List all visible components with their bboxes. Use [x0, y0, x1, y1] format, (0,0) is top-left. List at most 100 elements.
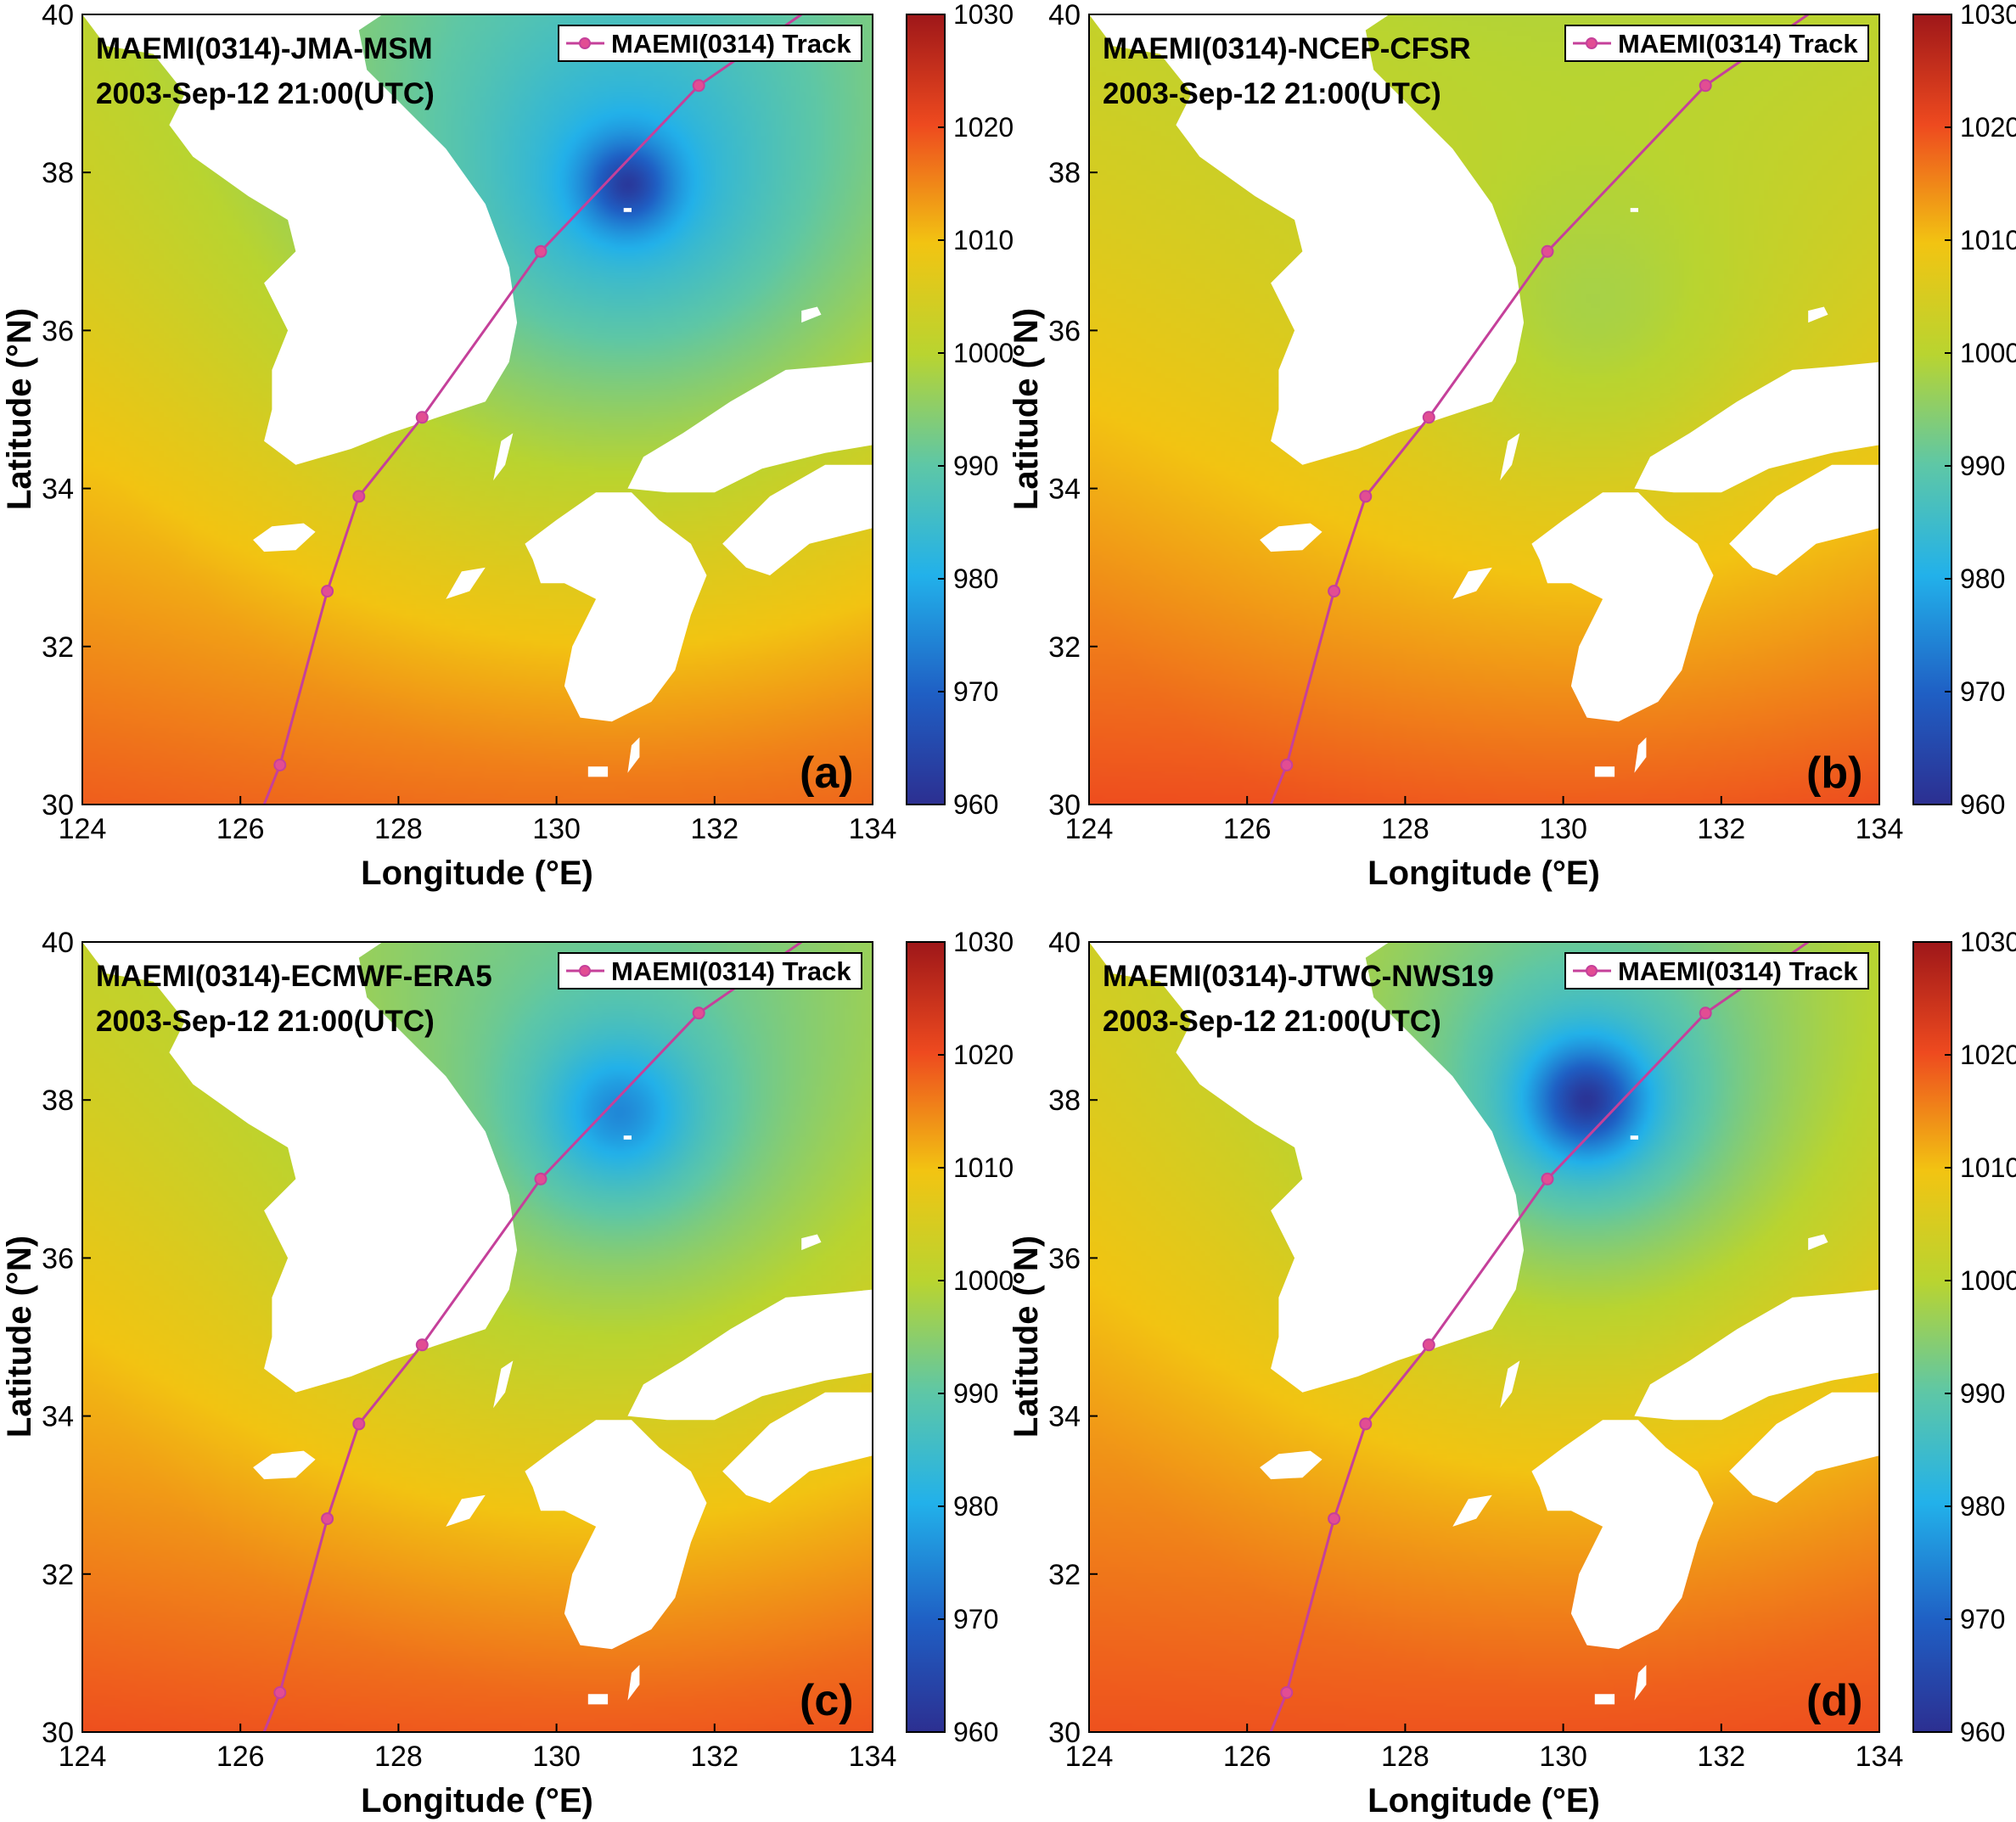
y-tick-label: 36: [1048, 1242, 1081, 1275]
honshu-land: [627, 1289, 873, 1421]
legend-b: MAEMI(0314) Track: [1564, 25, 1869, 62]
track-point: [415, 1338, 429, 1352]
legend-label-b: MAEMI(0314) Track: [1618, 29, 1858, 59]
track-point: [1422, 411, 1435, 424]
track-layer-a: [262, 14, 803, 804]
track-point: [1699, 1006, 1712, 1020]
y-tick-label: 34: [42, 474, 74, 506]
y-tick-label: 32: [42, 1559, 74, 1591]
kyushu-land: [1531, 492, 1714, 722]
track-point: [352, 1417, 366, 1431]
colorbar-tick-label: 960: [1960, 789, 2005, 820]
panel-title-a: MAEMI(0314)-JMA-MSM: [96, 32, 433, 65]
x-tick-label: 134: [1856, 813, 1904, 845]
axes-frame-d: [1088, 941, 1880, 1733]
colorbar-d: 960 970 980 990 1000 1010 1020 1030: [1912, 927, 2016, 1747]
x-tick-label: 132: [690, 813, 738, 845]
y-tick-label: 40: [42, 927, 74, 959]
korea-land: [82, 14, 518, 465]
y-tick-label: 36: [42, 315, 74, 347]
yakushima-island: [587, 1694, 609, 1705]
panel-timestamp-c: 2003-Sep-12 21:00(UTC): [96, 1005, 435, 1038]
colorbar-tick-label: 1010: [953, 225, 1014, 255]
ylabel-d: Latitude (°N): [1008, 1236, 1045, 1438]
panel-timestamp-d: 2003-Sep-12 21:00(UTC): [1103, 1005, 1441, 1038]
colorbar-gradient-a: [906, 14, 946, 805]
legend-box-c: [558, 952, 862, 989]
legend-marker-c: [579, 965, 591, 977]
track-point: [321, 1512, 334, 1526]
shikoku-land: [722, 1392, 873, 1503]
xlabel-d: Longitude (°E): [1367, 1782, 1600, 1819]
colorbar-tick-label: 1020: [1960, 1040, 2016, 1070]
x-tick-label: 126: [1223, 1741, 1272, 1773]
kyushu-land: [525, 492, 707, 722]
colorbar-tick-label: 960: [953, 1717, 998, 1747]
colorbar-tick-label: 1030: [953, 0, 1014, 30]
y-tick-label: 32: [42, 631, 74, 664]
track-layer-d: [1269, 942, 1810, 1732]
track-layer-c: [262, 942, 803, 1732]
legend-marker-d: [1586, 965, 1598, 977]
colorbar-tick-label: 960: [1960, 1717, 2005, 1747]
track-line: [262, 942, 803, 1732]
colorbar-tick-label: 970: [1960, 1604, 2005, 1634]
y-tick-label: 34: [42, 1401, 74, 1433]
tanegashima-island: [1634, 737, 1647, 773]
legend-d: MAEMI(0314) Track: [1564, 952, 1869, 989]
x-tick-label: 130: [532, 1741, 581, 1773]
ticks-c: 124 126 128 130 132 134 30 32 34 36 38 40: [42, 927, 896, 1773]
colorbar-tick-label: 1020: [1960, 112, 2016, 143]
colorbar-tick-label: 980: [953, 563, 998, 594]
jeju-island: [1260, 523, 1322, 552]
colorbar-ticks-c: 960 970 980 990 1000 1010 1020 1030: [938, 927, 1014, 1747]
x-tick-label: 126: [216, 1741, 265, 1773]
tsushima-island: [1500, 1360, 1520, 1409]
axes-frame-c: [81, 941, 873, 1733]
colorbar-tick-label: 1030: [953, 927, 1014, 957]
colorbar-tick-label: 980: [1960, 1491, 2005, 1522]
land-layer-a: [82, 14, 873, 777]
x-tick-label: 130: [1539, 1741, 1587, 1773]
x-tick-label: 132: [1697, 1741, 1745, 1773]
legend-label-c: MAEMI(0314) Track: [611, 956, 851, 986]
x-tick-label: 124: [59, 813, 107, 845]
colorbar-tick-label: 970: [953, 676, 998, 707]
track-point: [692, 1006, 705, 1020]
legend-box-d: [1564, 952, 1869, 989]
kyushu-land: [525, 1420, 707, 1650]
legend-marker-a: [579, 37, 591, 49]
land-layer-d: [1089, 942, 1879, 1705]
y-tick-label: 32: [1048, 1559, 1081, 1591]
x-tick-label: 126: [216, 813, 265, 845]
y-tick-label: 30: [42, 1717, 74, 1749]
track-layer-b: [1269, 14, 1810, 804]
tanegashima-island: [627, 1664, 640, 1701]
y-tick-label: 36: [1048, 315, 1081, 347]
colorbar-tick-label: 1020: [953, 112, 1014, 143]
track-point: [1328, 585, 1341, 598]
colorbar-ticks-d: 960 970 980 990 1000 1010 1020 1030: [1945, 927, 2016, 1747]
panel-letter-a: (a): [800, 748, 854, 798]
y-tick-label: 38: [42, 1085, 74, 1117]
x-tick-label: 128: [1381, 813, 1429, 845]
tsushima-island: [493, 433, 514, 481]
land-layer-c: [82, 942, 873, 1705]
tanegashima-island: [627, 737, 640, 773]
x-tick-label: 134: [849, 813, 897, 845]
y-tick-label: 30: [1048, 1717, 1081, 1749]
legend-label-a: MAEMI(0314) Track: [611, 29, 851, 59]
xlabel-a: Longitude (°E): [361, 855, 593, 892]
ylabel-b: Latitude (°N): [1008, 308, 1045, 510]
x-tick-label: 128: [374, 1741, 423, 1773]
y-tick-label: 36: [42, 1242, 74, 1275]
x-tick-label: 124: [1065, 813, 1114, 845]
track-point: [273, 1686, 287, 1699]
honshu-land: [1634, 362, 1879, 493]
ylabel-c: Latitude (°N): [1, 1236, 38, 1438]
land-layer-b: [1089, 14, 1879, 777]
legend-box-a: [558, 25, 862, 62]
dokdo-islet: [1630, 1135, 1638, 1140]
colorbar-ticks-b: 960 970 980 990 1000 1010 1020 1030: [1945, 0, 2016, 820]
